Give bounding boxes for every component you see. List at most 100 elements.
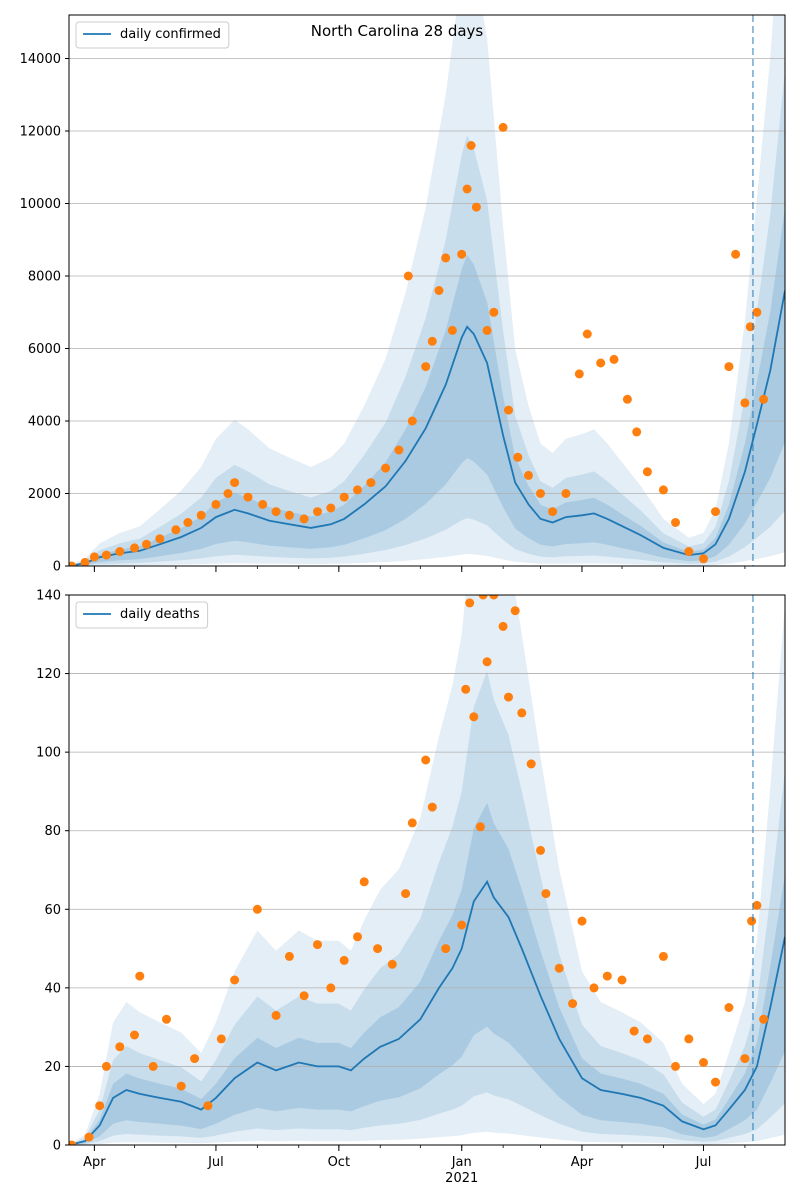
data-point [536,489,545,498]
data-point [752,307,762,317]
data-point [526,759,536,769]
x-tick-label: Apr [83,1155,106,1170]
data-point [353,932,362,942]
data-point [271,1010,281,1020]
data-point [171,525,181,535]
data-point [353,485,362,495]
data-point [427,336,437,346]
data-point [230,975,240,985]
data-point [130,1030,139,1040]
uncertainty-band-3 [69,207,785,566]
series-line [69,879,785,1145]
data-point [699,1058,708,1067]
data-point [568,999,578,1009]
data-point [482,325,492,335]
data-point [561,489,571,498]
data-point [617,975,627,985]
data-point [658,951,668,961]
data-point [747,916,757,926]
data-point [609,354,619,364]
data-point [271,507,281,517]
data-point [711,507,720,517]
data-point [101,1061,111,1071]
data-point [115,547,125,556]
data-point [230,478,240,488]
data-point [684,547,694,556]
data-point [642,1034,652,1044]
data-point [602,971,612,981]
y-tick-label: 8000 [28,270,61,285]
data-point [299,991,309,1001]
data-point [313,507,322,517]
data-point [577,916,587,926]
data-point [203,1101,213,1111]
y-tick-label: 6000 [28,342,61,357]
y-tick-label: 10000 [20,197,61,212]
data-point [574,369,584,379]
data-point [622,394,632,404]
uncertainty-band-1 [69,595,785,1145]
data-point [401,889,411,899]
data-point [759,394,769,404]
data-point [504,405,513,415]
data-point [69,1140,77,1145]
data-point [629,1026,639,1036]
data-point [223,489,233,498]
data-point [589,983,599,993]
data-point [407,416,417,426]
x-axis: Apr Jul Oct Jan Apr Jul [83,1145,746,1170]
data-point [752,900,762,910]
data-point [536,845,545,855]
axes-frame [68,594,786,1146]
data-point [190,1054,200,1064]
data-point [711,1077,720,1087]
data-point [373,944,383,954]
data-point [478,595,488,600]
data-point [724,1003,734,1012]
data-point [176,1081,186,1091]
data-point [359,877,369,887]
series-line [69,290,785,566]
data-point [381,463,391,473]
uncertainty-band-1 [69,15,785,566]
data-point [489,595,499,600]
data-point [69,561,77,566]
y-tick-label: 2000 [28,487,61,502]
data-point [724,362,734,372]
x-axis [93,566,746,572]
x-tick-label: Oct [328,1155,350,1170]
data-point [326,983,336,993]
data-point [731,249,741,259]
plot-area [69,595,785,1145]
legend-label: daily deaths [120,607,200,622]
data-point [258,499,268,509]
uncertainty-band-2 [69,671,785,1145]
data-point [524,470,533,480]
legend-box [75,601,209,629]
x-tick-label: Jul [207,1155,224,1170]
data-point [441,253,451,263]
x-tick-label: Apr [571,1155,594,1170]
uncertainty-band-3 [69,802,785,1145]
y-tick-label: 14000 [20,52,61,67]
data-point [489,307,499,317]
x-tick-label: Jan [451,1155,472,1170]
data-point [582,329,592,339]
data-point [482,657,492,667]
data-point [326,503,336,513]
y-tick-label: 4000 [28,415,61,430]
y-tick-label: 40 [44,981,61,996]
data-point [366,478,376,488]
data-point [394,445,404,455]
data-point [632,427,642,437]
data-point [284,510,294,520]
data-point [465,598,475,608]
data-point [252,904,262,914]
data-point [84,1132,94,1142]
data-point [504,692,513,702]
y-tick-label: 20 [44,1060,61,1075]
data-point [642,467,652,477]
data-point [461,684,471,694]
axes-frame [68,14,786,567]
